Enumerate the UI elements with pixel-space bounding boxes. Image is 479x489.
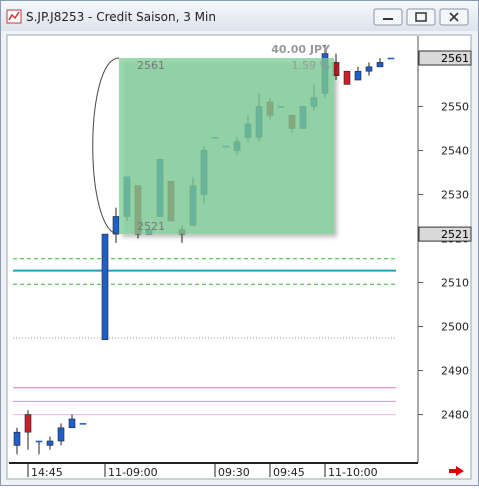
candle-body	[112, 216, 120, 235]
x-tick-label: 09:30	[218, 466, 250, 479]
y-tick-label: 2500	[441, 321, 469, 334]
y-tick-label: 2550	[441, 100, 469, 113]
candle-body	[365, 66, 373, 72]
candle-body	[35, 440, 43, 443]
close-button[interactable]	[439, 8, 469, 26]
maximize-button[interactable]	[406, 8, 436, 26]
price-marker-label: 2561	[441, 52, 469, 65]
scroll-arrow[interactable]	[449, 466, 464, 476]
candle-body	[24, 414, 32, 433]
measure-low-label: 2521	[137, 220, 165, 233]
x-tick-label: 14:45	[31, 466, 63, 479]
candle-body	[13, 431, 21, 446]
candle-body	[376, 62, 384, 68]
measure-box	[119, 58, 334, 235]
y-tick-label: 2540	[441, 144, 469, 157]
candle-body	[68, 418, 76, 429]
y-tick-label: 2510	[441, 277, 469, 290]
candle-body	[343, 70, 351, 85]
x-tick-label: 11-09:00	[108, 466, 158, 479]
x-tick-label: 11-10:00	[328, 466, 378, 479]
candle-body	[57, 427, 65, 442]
candle-body	[354, 70, 362, 81]
price-marker	[418, 226, 472, 242]
x-tick-label: 09:45	[273, 466, 305, 479]
candle-body	[79, 423, 87, 425]
measure-change: 40.00 JPY	[271, 43, 331, 56]
candle-body	[101, 233, 109, 341]
y-tick-label: 2530	[441, 188, 469, 201]
candle-body	[46, 440, 54, 446]
app-icon-glyph	[8, 11, 20, 21]
minimize-button[interactable]	[373, 8, 403, 26]
measure-high-label: 2561	[137, 59, 165, 72]
y-tick-label: 2490	[441, 365, 469, 378]
y-tick-label: 2480	[441, 409, 469, 422]
candle-body	[387, 57, 395, 60]
price-marker-label: 2521	[441, 228, 469, 241]
price-marker	[418, 50, 472, 66]
measure-percent: 1.59 %	[292, 59, 330, 72]
window-title: S.JP.J8253 - Credit Saison, 3 Min	[26, 10, 216, 24]
measure-arc	[92, 57, 120, 235]
